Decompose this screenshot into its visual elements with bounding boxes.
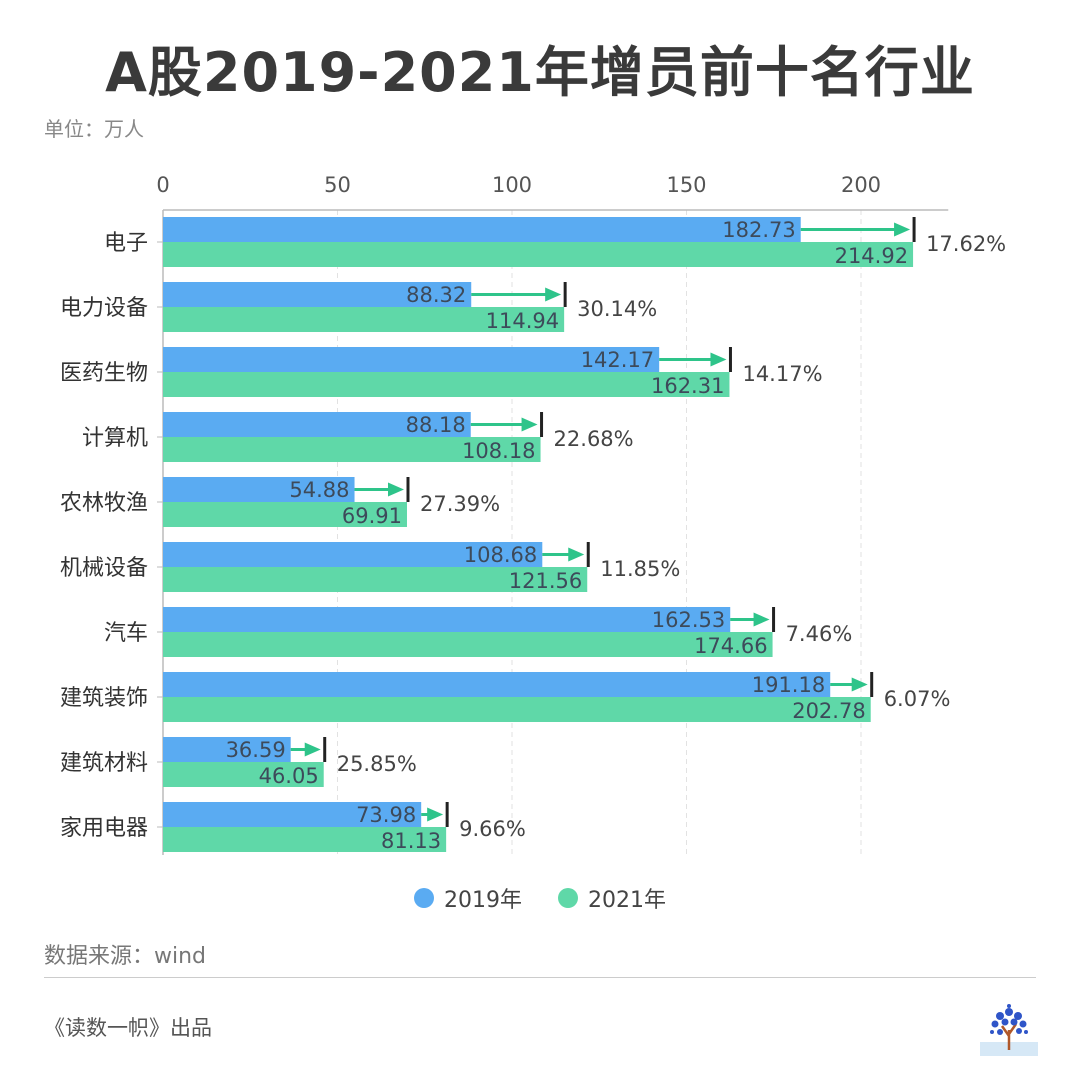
value-label-2021: 114.94 — [486, 309, 559, 333]
growth-arrow-head — [753, 612, 770, 627]
growth-label: 7.46% — [786, 622, 853, 646]
x-tick-label: 200 — [841, 173, 881, 197]
x-tick-label: 50 — [324, 173, 351, 197]
growth-arrow-head — [304, 742, 321, 757]
bar-2019 — [163, 412, 471, 437]
growth-arrow-head — [851, 677, 868, 692]
bar-2021 — [163, 307, 565, 332]
bar-2019 — [163, 477, 355, 502]
growth-label: 11.85% — [600, 557, 680, 581]
growth-arrow-head — [710, 352, 727, 367]
x-tick-label: 150 — [666, 173, 706, 197]
bar-2021 — [163, 827, 447, 852]
bar-2021 — [163, 697, 871, 722]
value-label-2021: 162.31 — [651, 374, 724, 398]
category-label: 农林牧渔 — [60, 491, 148, 516]
value-label-2019: 142.17 — [581, 348, 654, 372]
x-tick-label: 0 — [156, 173, 169, 197]
unit-label: 单位：万人 — [44, 117, 144, 141]
bar-2019 — [163, 282, 472, 307]
value-label-2021: 202.78 — [792, 699, 865, 723]
x-tick-label: 100 — [492, 173, 532, 197]
growth-arrow-head — [545, 287, 562, 302]
category-label: 建筑装饰 — [60, 686, 148, 711]
growth-arrow-head — [387, 482, 404, 497]
value-label-2021: 108.18 — [462, 439, 535, 463]
growth-label: 14.17% — [742, 362, 822, 386]
value-label-2021: 69.91 — [342, 504, 402, 528]
category-label: 汽车 — [104, 621, 148, 646]
value-label-2019: 108.68 — [464, 543, 537, 567]
growth-label: 22.68% — [554, 427, 634, 451]
bar-2019 — [163, 542, 543, 567]
category-label: 医药生物 — [60, 361, 148, 386]
growth-label: 17.62% — [926, 232, 1006, 256]
bar-2019 — [163, 347, 660, 372]
bar-2019 — [163, 672, 831, 697]
value-label-2021: 121.56 — [509, 569, 582, 593]
bar-2019 — [163, 802, 422, 827]
divider — [44, 977, 1036, 978]
data-source: 数据来源：wind — [44, 944, 207, 969]
growth-arrow-head — [568, 547, 585, 562]
legend-item-2021[interactable]: 2021年 — [558, 882, 666, 914]
bar-2019 — [163, 737, 291, 762]
growth-label: 27.39% — [420, 492, 500, 516]
growth-arrow-head — [521, 417, 538, 432]
credit: 《读数一帜》出品 — [44, 1016, 212, 1040]
growth-arrow-head — [894, 222, 911, 237]
category-label: 机械设备 — [60, 556, 148, 581]
growth-label: 30.14% — [577, 297, 657, 321]
category-label: 电子 — [104, 231, 148, 256]
value-label-2019: 162.53 — [652, 608, 725, 632]
value-label-2019: 54.88 — [289, 478, 349, 502]
value-label-2019: 182.73 — [722, 218, 795, 242]
bar-2021 — [163, 437, 541, 462]
value-label-2019: 88.18 — [406, 413, 466, 437]
bar-2021 — [163, 567, 588, 592]
bar-2019 — [163, 607, 731, 632]
category-label: 建筑材料 — [60, 751, 148, 776]
value-label-2019: 36.59 — [226, 738, 286, 762]
value-label-2019: 88.32 — [406, 283, 466, 307]
chart-title: A股2019-2021年增员前十名行业 — [105, 41, 975, 104]
category-label: 电力设备 — [60, 296, 148, 321]
value-label-2021: 174.66 — [694, 634, 767, 658]
legend-swatch — [558, 888, 578, 908]
growth-arrow-head — [427, 807, 444, 822]
bar-2021 — [163, 372, 730, 397]
growth-label: 6.07% — [884, 687, 951, 711]
value-label-2019: 73.98 — [356, 803, 416, 827]
category-label: 计算机 — [82, 426, 148, 451]
bar-2021 — [163, 502, 407, 527]
bar-2021 — [163, 762, 324, 787]
legend-label: 2019年 — [444, 888, 522, 913]
value-label-2021: 214.92 — [835, 244, 908, 268]
bar-2019 — [163, 217, 801, 242]
value-label-2021: 46.05 — [259, 764, 319, 788]
legend-label: 2021年 — [588, 888, 666, 913]
bar-2021 — [163, 632, 773, 657]
category-label: 家用电器 — [60, 816, 148, 841]
growth-label: 9.66% — [459, 817, 526, 841]
value-label-2019: 191.18 — [752, 673, 825, 697]
tree-logo-icon — [980, 1004, 1038, 1056]
legend-swatch — [414, 888, 434, 908]
legend-item-2019[interactable]: 2019年 — [414, 882, 522, 914]
value-label-2021: 81.13 — [381, 829, 441, 853]
bar-2021 — [163, 242, 914, 267]
growth-label: 25.85% — [337, 752, 417, 776]
legend: 2019年 2021年 — [0, 882, 1080, 914]
